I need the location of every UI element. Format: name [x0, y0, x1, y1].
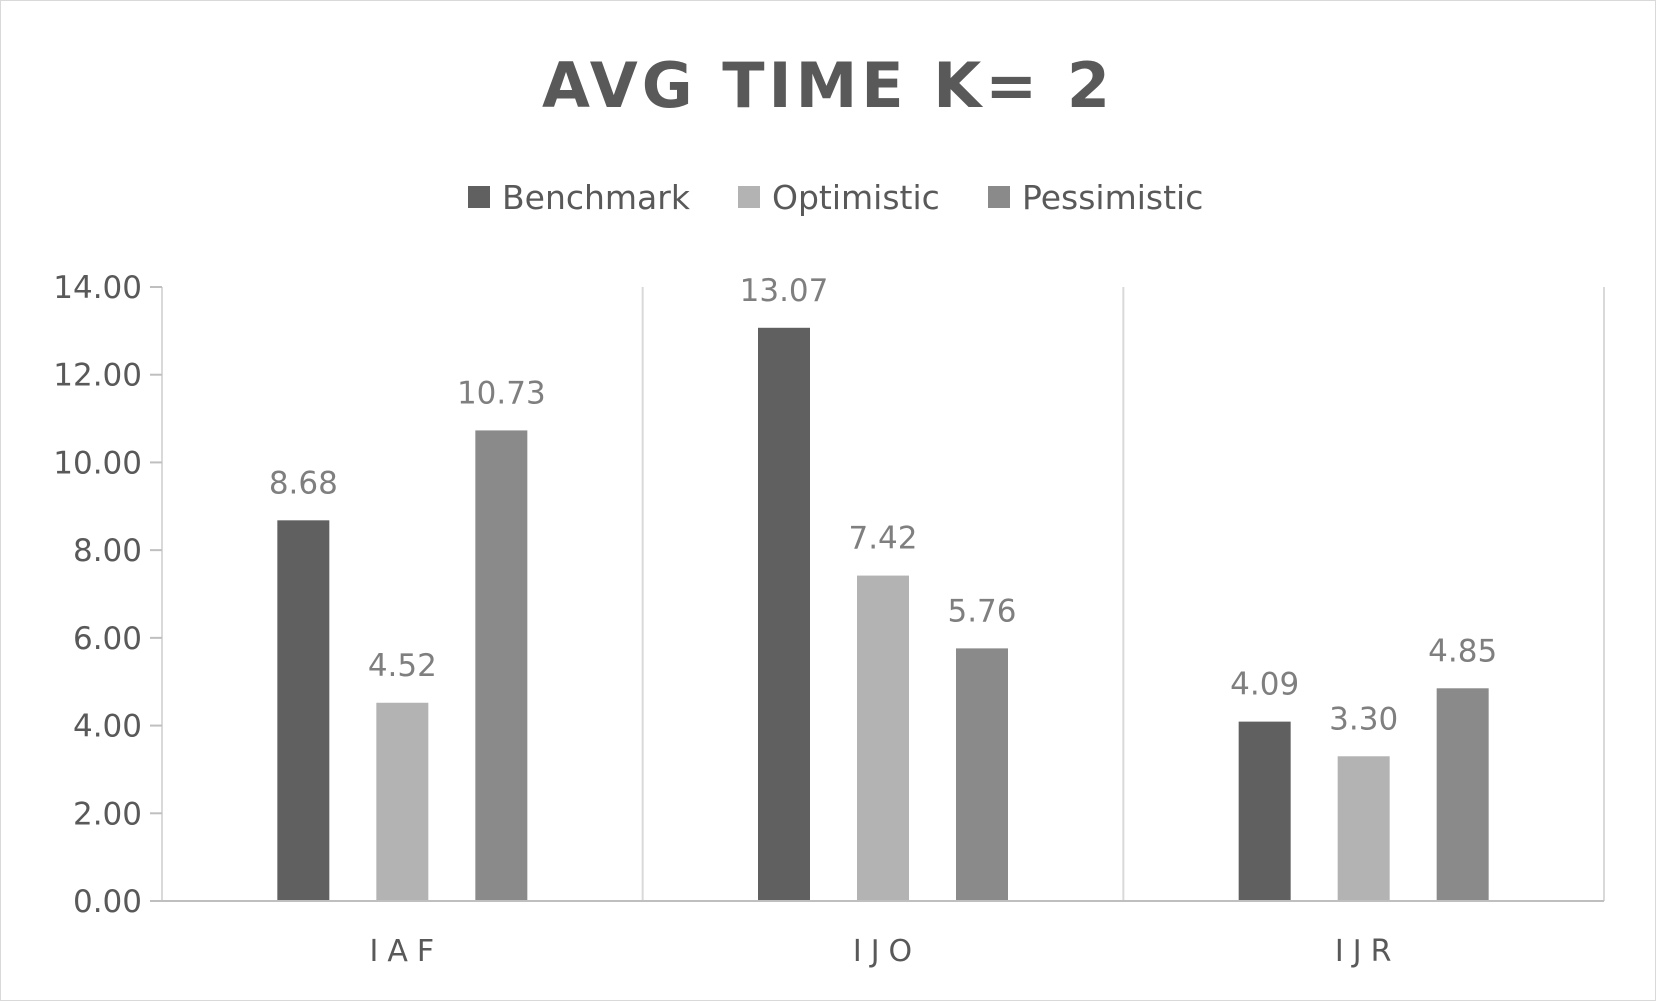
bar-pessimistic-ijr: [1436, 688, 1489, 901]
chart-title: AVG TIME K= 2: [542, 49, 1114, 122]
legend-swatch-benchmark: [468, 186, 490, 208]
bar-optimistic-ijo: [857, 575, 909, 901]
data-label-optimistic-ijo: 7.42: [848, 521, 917, 557]
bar-benchmark-ijr: [1238, 721, 1291, 901]
data-label-pessimistic-iaf: 10.73: [457, 375, 546, 411]
bars: [277, 327, 1489, 902]
bar-optimistic-ijr: [1337, 756, 1390, 901]
data-label-optimistic-ijr: 3.30: [1329, 701, 1398, 737]
data-label-benchmark-ijr: 4.09: [1230, 667, 1299, 703]
x-category-label: IJO: [853, 934, 921, 969]
legend-swatch-pessimistic: [988, 186, 1010, 208]
bar-pessimistic-iaf: [475, 430, 528, 901]
y-tick-label: 6.00: [73, 621, 142, 657]
y-tick-label: 12.00: [53, 358, 142, 394]
data-labels: 8.68 4.52 10.73 13.07 7.42 5.76 4.09 3.30 4.85: [269, 273, 1497, 737]
bar-optimistic-iaf: [376, 702, 429, 901]
y-tick-label: 14.00: [53, 270, 142, 306]
legend-label-benchmark: Benchmark: [502, 178, 691, 217]
y-tick-label: 0.00: [73, 884, 142, 920]
gridlines: [161, 287, 1605, 901]
legend-label-optimistic: Optimistic: [772, 178, 940, 217]
x-category-label: IAF: [370, 934, 444, 969]
data-label-benchmark-iaf: 8.68: [269, 465, 338, 501]
y-axis: 0.00 2.00 4.00 6.00 8.00 10.00 12.00 14.00: [53, 270, 162, 920]
y-tick-label: 4.00: [73, 709, 142, 745]
data-label-optimistic-iaf: 4.52: [368, 648, 437, 684]
data-label-benchmark-ijo: 13.07: [740, 273, 829, 309]
legend: Benchmark Optimistic Pessimistic: [468, 178, 1203, 217]
legend-label-pessimistic: Pessimistic: [1022, 178, 1203, 217]
y-tick-label: 8.00: [73, 533, 142, 569]
data-label-pessimistic-ijo: 5.76: [947, 593, 1016, 629]
data-label-pessimistic-ijr: 4.85: [1428, 633, 1497, 669]
x-axis: IAF IJO IJR: [162, 900, 1604, 969]
bar-benchmark-iaf: [277, 520, 330, 901]
x-category-label: IJR: [1335, 934, 1401, 969]
legend-swatch-optimistic: [738, 186, 760, 208]
y-tick-label: 2.00: [73, 796, 142, 832]
bar-pessimistic-ijo: [956, 648, 1008, 901]
y-tick-label: 10.00: [53, 445, 142, 481]
bar-benchmark-ijo: [758, 327, 810, 902]
